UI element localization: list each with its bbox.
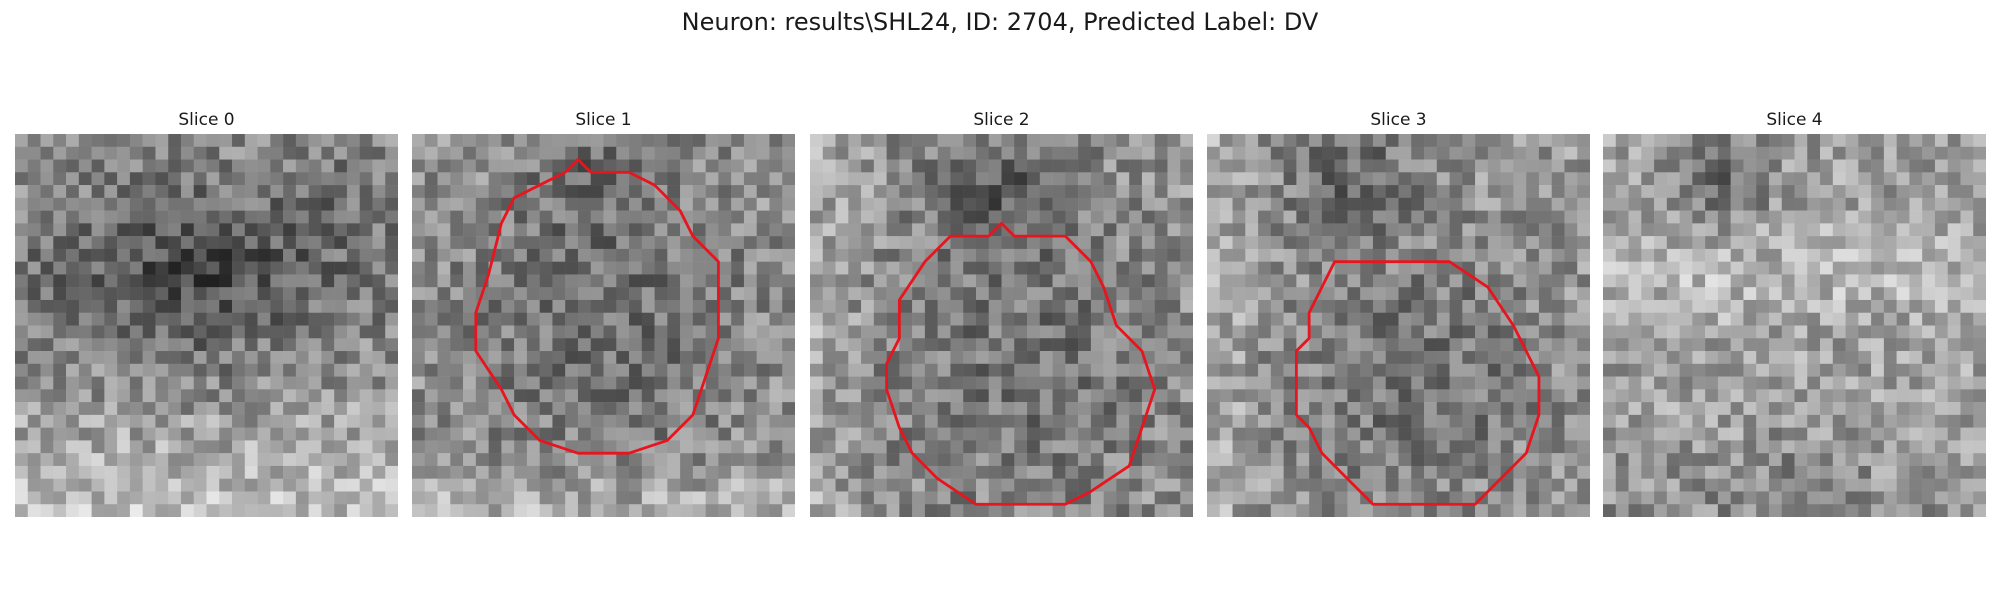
pixel-grid — [15, 134, 398, 517]
slice-image-1 — [412, 134, 795, 517]
pixel-grid — [1603, 134, 1986, 517]
segmentation-contour — [1294, 260, 1541, 506]
slice-title: Slice 4 — [1766, 110, 1823, 130]
slice-image-2 — [810, 134, 1193, 517]
pixel-grid — [1207, 134, 1590, 517]
segmentation-contour — [885, 221, 1157, 506]
pixel-grid — [412, 134, 795, 517]
slice-panel-2: Slice 2 — [810, 108, 1193, 525]
slice-panel-3: Slice 3 — [1207, 108, 1590, 525]
segmentation-contour — [474, 158, 720, 455]
slice-image-0 — [15, 134, 398, 517]
slice-title: Slice 1 — [575, 110, 632, 130]
figure-title: Neuron: results\SHL24, ID: 2704, Predict… — [681, 8, 1319, 36]
slice-image-4 — [1603, 134, 1986, 517]
slice-panel-0: Slice 0 — [15, 108, 398, 525]
slice-title: Slice 0 — [178, 110, 235, 130]
slice-image-3 — [1207, 134, 1590, 517]
slice-title: Slice 3 — [1370, 110, 1427, 130]
slice-panel-4: Slice 4 — [1603, 108, 1986, 525]
slice-panel-1: Slice 1 — [412, 108, 795, 525]
pixel-grid — [810, 134, 1193, 517]
slice-title: Slice 2 — [973, 110, 1030, 130]
